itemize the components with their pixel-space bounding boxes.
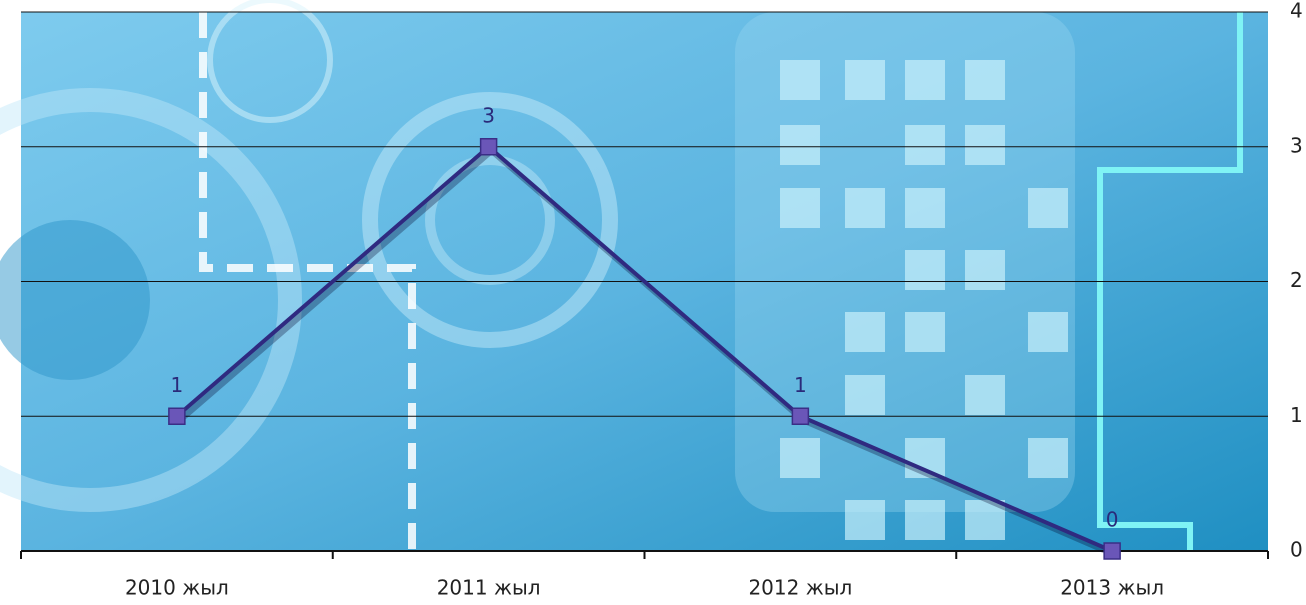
line	[175, 144, 1113, 553]
x-tick-label: 2011 жыл	[437, 576, 541, 600]
data-label: 3	[482, 103, 495, 127]
marker	[791, 407, 810, 425]
x-tick-label: 2012 жыл	[748, 576, 852, 600]
data-label: 1	[171, 373, 184, 397]
y-tick-label: 3	[1290, 133, 1303, 157]
x-tick-label: 2013 жыл	[1060, 576, 1164, 600]
data-label: 1	[794, 373, 807, 397]
x-tick-label: 2010 жыл	[125, 576, 229, 600]
y-tick-label: 1	[1290, 403, 1303, 427]
data-label: 0	[1106, 508, 1119, 532]
marker	[168, 407, 186, 425]
marker	[1103, 542, 1121, 560]
y-tick-label: 4	[1290, 0, 1303, 23]
y-tick-label: 2	[1290, 268, 1303, 292]
marker	[479, 138, 498, 156]
y-tick-label: 0	[1290, 538, 1303, 562]
